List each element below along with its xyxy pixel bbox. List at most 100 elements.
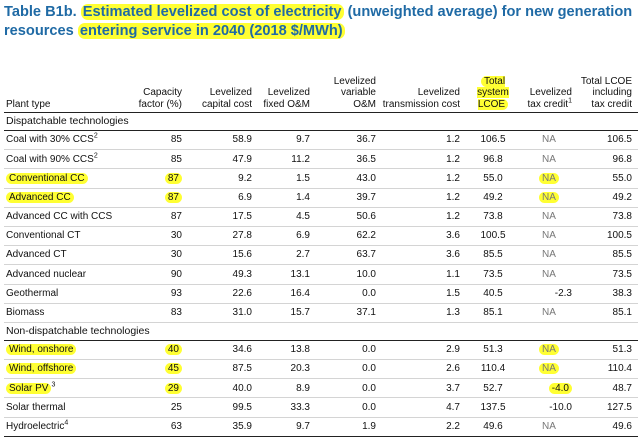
transmission-cell: 1.2 [382,130,466,151]
fixed-om-value: 9.7 [296,420,310,432]
plant-name: Biomass [6,307,45,319]
variable-om-value: 36.5 [356,153,376,165]
capacity-factor-value: 85 [170,153,182,165]
tax-credit-value: NA [542,268,556,280]
transmission-cell: 3.6 [382,245,466,266]
col-header-tax-credit: Levelized tax credit1 [520,64,578,113]
plant-name: Solar thermal [6,401,66,413]
total-system-lcoe-cell: 73.5 [466,264,520,285]
tax-credit-value: NA [539,191,559,203]
variable-om-value: 43.0 [356,172,376,184]
variable-om-value: 1.9 [362,420,376,432]
table-row: Advanced CC with CCS 87 17.5 4.5 50.6 1.2 73.8… [4,207,638,227]
capital-cost-cell: 47.9 [188,149,258,170]
transmission-cell: 1.2 [382,207,466,227]
total-lcoe-with-credit-cell: 49.6 [578,417,638,437]
variable-om-value: 36.7 [356,134,376,146]
transmission-value: 1.1 [446,268,460,280]
fixed-om-value: 8.9 [296,382,310,394]
fixed-om-value: 20.3 [290,363,310,375]
transmission-cell: 2.9 [382,340,466,361]
capacity-factor-value: 93 [170,287,182,299]
plant-name-cell: Advanced nuclear [4,264,138,285]
capital-cost-cell: 31.0 [188,303,258,323]
tax-credit-value: -2.3 [554,287,572,299]
total-lcoe-with-credit-cell: 48.7 [578,378,638,399]
table-row: Wind, offshore 45 87.5 20.3 0.0 2.6 110.4 NA 110… [4,359,638,380]
transmission-value: 3.6 [446,230,460,242]
tax-credit-value: NA [542,211,556,223]
variable-om-cell: 50.6 [316,207,382,227]
table-title: Table B1b. Estimated levelized cost of e… [4,3,634,41]
plant-name: Advanced CC [6,191,74,203]
total-system-lcoe-value: 40.5 [483,287,503,299]
capital-cost-value: 22.6 [232,287,252,299]
col-header-total-system-lcoe: Total system LCOE [466,64,520,113]
col-header-total-lcoe-with-credit: Total LCOE including tax credit [578,64,638,113]
tax-credit-value: NA [542,134,556,146]
lcoe-table: Plant type Capacity factor (%) Levelized… [4,64,638,437]
fixed-om-cell: 9.7 [258,417,316,437]
total-system-lcoe-cell: 96.8 [466,149,520,170]
plant-name: Advanced CT [6,249,67,261]
tax-credit-cell: NA [520,188,578,208]
plant-name-cell: Hydroelectric4 [4,417,138,437]
variable-om-value: 37.1 [356,307,376,319]
total-system-lcoe-value: 85.5 [483,249,503,261]
capacity-factor-value: 87 [164,172,182,184]
total-lcoe-with-credit-cell: 100.5 [578,226,638,247]
total-system-lcoe-value: 85.1 [483,307,503,319]
variable-om-cell: 39.7 [316,188,382,208]
capital-cost-value: 34.6 [232,344,252,356]
plant-name-cell: Biomass [4,303,138,323]
title-highlight-year: entering service in 2040 (2018 $/MWh) [77,23,345,39]
fixed-om-cell: 15.7 [258,303,316,323]
tax-credit-cell: NA [520,168,578,189]
capital-cost-cell: 49.3 [188,264,258,285]
tax-credit-cell: NA [520,359,578,380]
plant-name: Solar PV [6,382,52,394]
total-lcoe-with-credit-cell: 49.2 [578,188,638,208]
total-lcoe-with-credit-value: 55.0 [612,172,632,184]
transmission-value: 4.7 [446,401,460,413]
total-system-lcoe-cell: 52.7 [466,378,520,399]
col-header-capacity-factor: Capacity factor (%) [138,64,188,113]
total-system-lcoe-cell: 55.0 [466,168,520,189]
capital-cost-value: 27.8 [232,230,252,242]
total-system-lcoe-value: 110.4 [480,363,506,375]
capacity-factor-cell: 85 [138,149,188,170]
title-middle: (unweighted average) for new generation … [4,4,633,39]
tax-credit-cell: -4.0 [520,378,578,399]
transmission-cell: 2.6 [382,359,466,380]
fixed-om-value: 1.4 [296,191,310,203]
capital-cost-value: 99.5 [232,401,252,413]
total-system-lcoe-cell: 49.6 [466,417,520,437]
transmission-cell: 3.6 [382,226,466,247]
transmission-value: 1.3 [446,307,460,319]
col-header-transmission: Levelized transmission cost [382,64,466,113]
tax-credit-value: NA [542,230,556,242]
variable-om-value: 62.2 [356,230,376,242]
total-lcoe-with-credit-cell: 96.8 [578,149,638,170]
variable-om-cell: 0.0 [316,359,382,380]
table-row: Coal with 30% CCS2 85 58.9 9.7 36.7 1.2 106.5 N… [4,130,638,151]
capital-cost-cell: 22.6 [188,284,258,304]
transmission-cell: 1.2 [382,188,466,208]
footnote-marker: 4 [64,419,69,427]
transmission-value: 1.2 [446,191,460,203]
plant-name: Wind, onshore [6,344,77,356]
total-lcoe-with-credit-value: 85.5 [612,249,632,261]
fixed-om-value: 6.9 [296,230,310,242]
capacity-factor-value: 25 [170,401,182,413]
fixed-om-cell: 2.7 [258,245,316,266]
capital-cost-value: 31.0 [232,307,252,319]
fixed-om-value: 33.3 [290,401,310,413]
total-lcoe-with-credit-value: 48.7 [612,382,632,394]
tax-credit-cell: NA [520,226,578,247]
total-system-lcoe-value: 137.5 [480,401,506,413]
fixed-om-cell: 13.1 [258,264,316,285]
capital-cost-value: 9.2 [238,172,252,184]
col-header-fixed-om: Levelized fixed O&M [258,64,316,113]
transmission-cell: 3.7 [382,378,466,399]
total-lcoe-with-credit-value: 127.5 [606,401,632,413]
